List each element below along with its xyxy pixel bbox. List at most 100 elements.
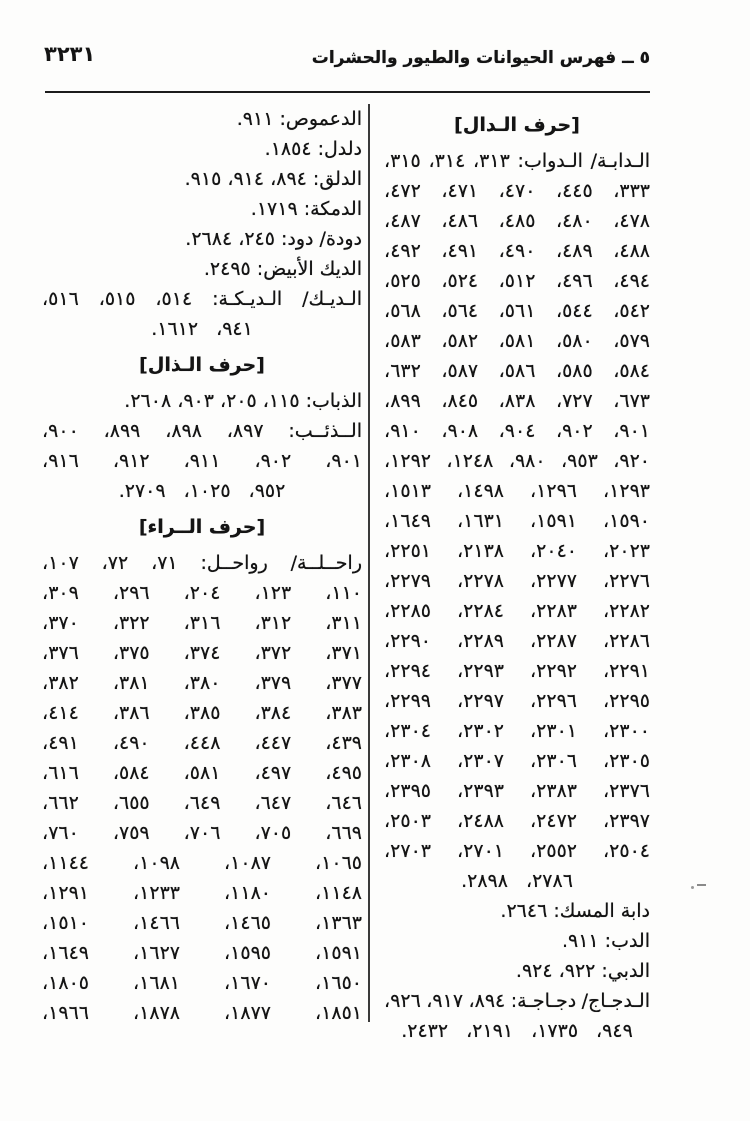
page-ref-token: ١٩٦٦،	[42, 1002, 89, 1024]
page-ref-token: ٩٠١،	[325, 450, 362, 472]
index-refs-line: راحــلــة/رواحــل: ٧١، ٧٢، ١٠٧،	[42, 548, 362, 578]
page-ref-token: ٥٨٠،	[555, 330, 593, 352]
page-ref-token: ٨٩٨،	[165, 420, 202, 442]
page-ref-token: ١٢٤٨،	[446, 450, 494, 472]
page-ref-token: الـدابـة/	[590, 150, 650, 172]
index-refs-line: ٢٢٧٦، ٢٢٧٧، ٢٢٧٨، ٢٢٧٩،	[384, 566, 650, 596]
page-ref-token: ٥٨٤،	[613, 360, 650, 382]
page-ref-token: ٨٩٧،	[226, 420, 264, 442]
page-ref-token: ٢٣٩٥،	[384, 780, 431, 802]
page-ref-token: ٥٦٨،	[384, 300, 421, 322]
page-ref-token: ٩٢٠،	[613, 450, 650, 472]
page-ref-token: ٢٤٨٨،	[457, 810, 504, 832]
page-ref-token: ٢٢٨٦،	[603, 630, 650, 652]
index-refs-line: ٤٨٨، ٤٨٩، ٤٩٠، ٤٩١، ٤٩٢،	[384, 236, 650, 266]
page-ref-token: ٥٨٣،	[384, 330, 421, 352]
page-ref-token: ٢٢٩٢،	[530, 660, 577, 682]
page-ref-token: ١٦٧٠،	[224, 972, 271, 994]
page-ref-token: ٢١٣٨،	[457, 540, 504, 562]
page-ref-token: ٢٩٦،	[112, 582, 150, 604]
page-ref-token: ٢٣٠٦،	[530, 750, 577, 772]
index-entry-line: الديك الأبيض: ٢٤٩٥.	[203, 258, 362, 280]
page-ref-token: ٣١١،	[325, 612, 362, 634]
index-entry-line: الدمكة: ١٧١٩.	[250, 198, 362, 220]
page-ref-token: ٢٢٧٩،	[384, 570, 431, 592]
page-ref-token: ١١٤٤،	[42, 852, 89, 874]
page-ref-token: ٤٨٦،	[441, 210, 479, 232]
page-ref-token: ٥٨٢،	[441, 330, 479, 352]
page-ref-token: ٢٥٥٢،	[530, 840, 577, 862]
page-ref-token: ٢٢٨٥،	[384, 600, 431, 622]
page-ref-token: ٤٧١،	[441, 180, 479, 202]
page-ref-token: ٤٨٧،	[384, 210, 421, 232]
page-ref-token: ١٦٨١،	[133, 972, 180, 994]
index-refs-line: ١٦٥٠، ١٦٧٠، ١٦٨١، ١٨٠٥،	[42, 968, 362, 998]
page-ref-token: ١٢٣،	[254, 582, 292, 604]
index-refs-line: ٢٣٩٧، ٢٤٧٢، ٢٤٨٨، ٢٥٠٣،	[384, 806, 650, 836]
page-ref-token: ٢٠٤،	[183, 582, 221, 604]
page-ref-token: ٢٣٧٦،	[603, 780, 650, 802]
page-ref-token: ٤٣٩،	[325, 732, 362, 754]
index-refs-line: ٤٣٩، ٤٤٧، ٤٤٨، ٤٩٠، ٤٩١،	[42, 728, 362, 758]
page-ref-token: ٤١٤،	[42, 702, 79, 724]
page-ref-token: ٨٩٤،	[468, 990, 506, 1012]
page-ref-token: ١٧٣٥،	[531, 1020, 579, 1042]
column-divider	[368, 104, 370, 1022]
page-ref-token: ٤٧٠،	[498, 180, 536, 202]
index-entry-line: دلدل: ١٨٥٤.	[264, 138, 362, 160]
page-ref-token: ٤٩٥،	[325, 762, 362, 784]
page-ref-token: ١٨٠٥،	[42, 972, 89, 994]
page-ref-token: ٥٤٢،	[613, 300, 650, 322]
page-ref-token: ٦٣٢،	[384, 360, 421, 382]
index-refs-line: ٩٥٢، ١٠٢٥، ٢٧٠٩.	[42, 476, 362, 506]
page-ref-token: ٤٧٢،	[384, 180, 421, 202]
page-ref-token: ١١٨٠،	[224, 882, 271, 904]
page-ref-token: ٣١٤،	[428, 150, 466, 172]
index-refs-line: ٣٣٣، ٤٤٥، ٤٧٠، ٤٧١، ٤٧٢،	[384, 176, 650, 206]
page-ref-token: ٢٢٩٧،	[457, 690, 504, 712]
index-refs-line: ٦٧٣، ٧٢٧، ٨٣٨، ٨٤٥، ٨٩٩،	[384, 386, 650, 416]
page-ref-token: ٢٠٢٣،	[603, 540, 650, 562]
page-ref-token: ٩٠١،	[613, 420, 650, 442]
index-refs-line: ٢٣٠٠، ٢٣٠١، ٢٣٠٢، ٢٣٠٤،	[384, 716, 650, 746]
page-ref-token: ٤٩٠،	[498, 240, 536, 262]
page-ref-token: ٥٧٩،	[613, 330, 650, 352]
page-ref-token: ٤٨٠،	[555, 210, 593, 232]
page-ref-token: ٢٠٤٠،	[530, 540, 577, 562]
page-ref-token: ٢٣٨٣،	[530, 780, 577, 802]
index-refs-line: ٢٢٨٦، ٢٢٨٧، ٢٢٨٩، ٢٢٩٠،	[384, 626, 650, 656]
index-entry-line: الدب: ٩١١.	[561, 930, 650, 952]
index-refs-line: ٩٤١، ١٦١٢.	[42, 314, 362, 344]
index-refs-line: ١٢٩٣، ١٢٩٦، ١٤٩٨، ١٥١٣،	[384, 476, 650, 506]
page-ref-token: ١١٤٨،	[315, 882, 362, 904]
index-refs-line: الـدابـة/الـدواب: ٣١٣، ٣١٤، ٣١٥،	[384, 146, 650, 176]
index-refs-line: ١٥٩١، ١٥٩٥، ١٦٢٧، ١٦٤٩،	[42, 938, 362, 968]
page-ref-token: ١٠٩٨،	[133, 852, 180, 874]
page-ref-token: ١١٠،	[325, 582, 362, 604]
page-ref-token: ٩٨٠،	[508, 450, 546, 472]
page-ref-token: ٦٦٢،	[42, 792, 79, 814]
page-ref-token: ٤٨٥،	[498, 210, 536, 232]
page-ref-token: ١٢٣٣،	[133, 882, 180, 904]
page-ref-token: ٨٤٥،	[441, 390, 479, 412]
index-column-right: [حرف الـدال] الـدابـة/الـدواب: ٣١٣، ٣١٤، ٣١٥…	[384, 104, 650, 1046]
page-ref-token: ٨٩٩،	[384, 390, 421, 412]
index-refs-line: ٩٢٠، ٩٥٣، ٩٨٠، ١٢٤٨، ١٢٩٢،	[384, 446, 650, 476]
page-ref-token: ١٥١٣،	[384, 480, 431, 502]
section-heading: [حرف الــراء]	[138, 516, 266, 538]
page-ref-token: ٦٧٣،	[613, 390, 650, 412]
page-ref-token: رواحــل:	[200, 552, 268, 574]
page-ref-token: ٢٢٩٠،	[384, 630, 431, 652]
page-ref-token: ٢٣٩٣،	[457, 780, 504, 802]
page-ref-token: ١٦٥٠،	[315, 972, 362, 994]
page-ref-token: ١٥٩١،	[530, 510, 577, 532]
page-ref-token: ٩٥٣،	[561, 450, 598, 472]
page-ref-token: ٢٣٠١،	[530, 720, 577, 742]
page-ref-token: ٢٢٩٥،	[603, 690, 650, 712]
page-ref-token: ٢٢٧٦،	[603, 570, 650, 592]
page-ref-token: ١٤٦٦،	[133, 912, 180, 934]
running-header-title: ٥ ــ فهرس الحيوانات والطيور والحشرات	[311, 48, 650, 68]
page-ref-token: ٢٥٠٤،	[603, 840, 650, 862]
page-ref-token: ٩١٧،	[426, 990, 464, 1012]
